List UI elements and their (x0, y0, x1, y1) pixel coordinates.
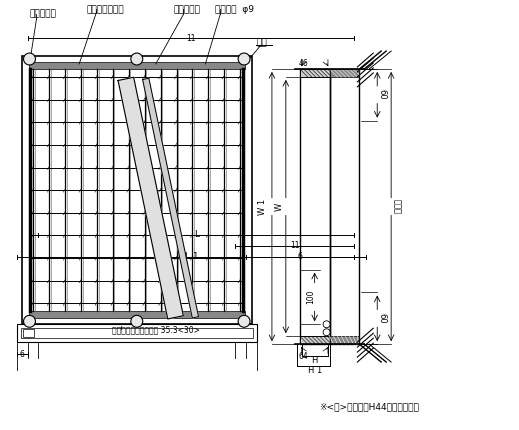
Text: 受枠: 受枠 (256, 39, 267, 48)
Circle shape (323, 321, 330, 328)
Text: 11: 11 (290, 241, 299, 250)
Circle shape (238, 315, 250, 327)
Bar (300, 69, 330, 344)
Bar (300, 69, 330, 77)
Text: 60: 60 (378, 313, 387, 324)
Circle shape (131, 53, 143, 65)
Circle shape (323, 329, 330, 336)
Text: 64: 64 (299, 352, 309, 361)
Text: 6: 6 (298, 252, 303, 261)
Polygon shape (118, 77, 183, 319)
Text: 60: 60 (378, 89, 387, 100)
Text: エンドバー: エンドバー (30, 10, 57, 19)
Text: W 1: W 1 (258, 199, 267, 215)
Text: ベアリングバーピッチ 35.3<30>: ベアリングバーピッチ 35.3<30> (112, 326, 200, 335)
Text: アンカー  φ9: アンカー φ9 (215, 5, 254, 14)
Bar (300, 336, 330, 344)
Bar (29, 311, 245, 318)
Polygon shape (143, 78, 199, 318)
Bar (330, 336, 359, 344)
Text: ます寸: ます寸 (392, 199, 402, 214)
Circle shape (131, 315, 143, 327)
Circle shape (23, 315, 35, 327)
Text: H 1: H 1 (308, 366, 322, 375)
Bar (22, 56, 252, 324)
Text: 6: 6 (20, 350, 24, 359)
Bar (330, 69, 359, 344)
Circle shape (238, 53, 250, 65)
Text: L: L (194, 230, 199, 240)
Text: L 1: L 1 (185, 252, 198, 261)
Bar (17, 324, 257, 342)
Text: W: W (275, 203, 283, 211)
Bar (29, 62, 245, 69)
Text: クロスバー: クロスバー (173, 5, 200, 14)
Text: ※<　>寸法は、H44の寸法です。: ※< >寸法は、H44の寸法です。 (319, 402, 419, 411)
Text: H: H (311, 356, 318, 365)
Bar (330, 69, 359, 77)
Bar (22, 329, 34, 337)
Text: 11: 11 (186, 34, 196, 43)
Circle shape (23, 53, 35, 65)
Text: 100: 100 (306, 289, 315, 304)
Text: 46: 46 (299, 59, 309, 68)
Text: ベアリングバー: ベアリングバー (86, 5, 124, 14)
Bar (21, 328, 253, 338)
